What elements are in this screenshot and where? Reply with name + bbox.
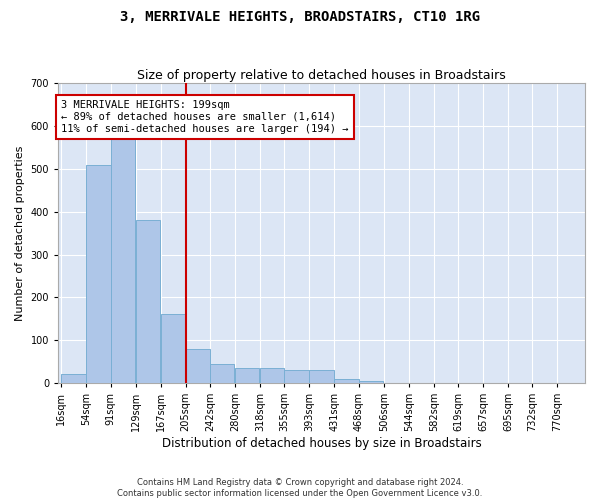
Bar xyxy=(111,136,135,383)
Bar xyxy=(235,368,259,383)
Bar xyxy=(310,370,334,383)
Y-axis label: Number of detached properties: Number of detached properties xyxy=(15,146,25,321)
Bar xyxy=(186,349,210,383)
Bar xyxy=(210,364,235,383)
X-axis label: Distribution of detached houses by size in Broadstairs: Distribution of detached houses by size … xyxy=(161,437,481,450)
Bar xyxy=(260,368,284,383)
Text: 3 MERRIVALE HEIGHTS: 199sqm
← 89% of detached houses are smaller (1,614)
11% of : 3 MERRIVALE HEIGHTS: 199sqm ← 89% of det… xyxy=(61,100,349,134)
Title: Size of property relative to detached houses in Broadstairs: Size of property relative to detached ho… xyxy=(137,69,506,82)
Bar xyxy=(334,379,359,383)
Text: Contains HM Land Registry data © Crown copyright and database right 2024.
Contai: Contains HM Land Registry data © Crown c… xyxy=(118,478,482,498)
Bar xyxy=(136,220,160,383)
Bar xyxy=(284,370,309,383)
Bar xyxy=(359,381,383,383)
Bar xyxy=(86,164,111,383)
Bar xyxy=(61,374,86,383)
Text: 3, MERRIVALE HEIGHTS, BROADSTAIRS, CT10 1RG: 3, MERRIVALE HEIGHTS, BROADSTAIRS, CT10 … xyxy=(120,10,480,24)
Bar xyxy=(161,314,185,383)
